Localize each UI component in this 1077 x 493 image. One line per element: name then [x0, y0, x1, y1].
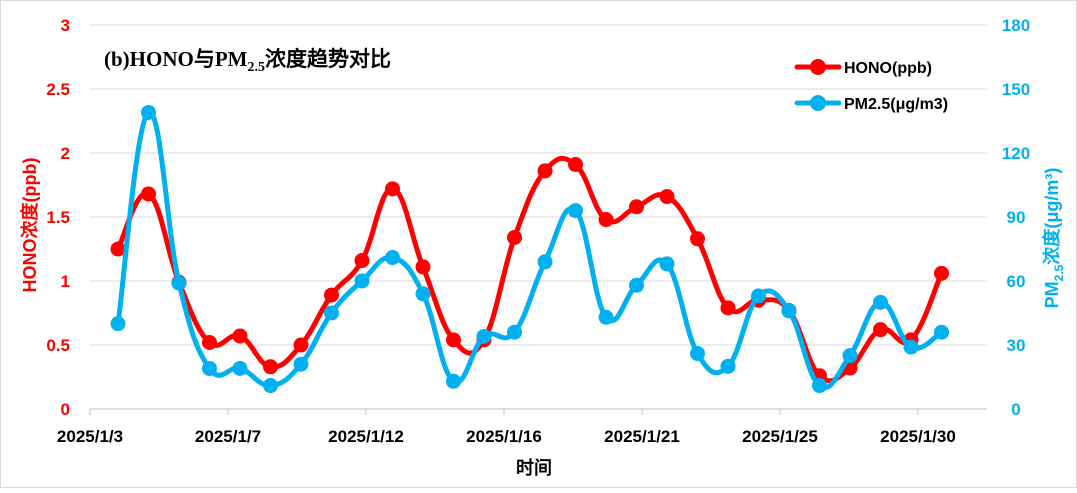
- hono-data-point: [690, 231, 705, 247]
- y-right-tick-label: 90: [1007, 208, 1026, 227]
- pm25-data-point: [507, 324, 522, 340]
- legend-hono-label: HONO(ppb): [844, 60, 932, 77]
- legend-pm25-label: PM2.5(μg/m3): [844, 96, 948, 113]
- hono-data-point: [446, 332, 461, 348]
- y-left-tick-label: 3: [61, 16, 70, 35]
- hono-data-point: [263, 359, 278, 375]
- legend-hono-marker: [810, 59, 826, 75]
- hono-data-point: [629, 199, 644, 215]
- y-left-tick-label: 1: [61, 272, 70, 291]
- legend: HONO(ppb) PM2.5(μg/m3): [794, 59, 948, 113]
- x-tick-label: 2025/1/16: [466, 427, 542, 446]
- chart-title-suffix: 浓度趋势对比: [265, 47, 391, 71]
- y-right-tick-label: 180: [1002, 16, 1030, 35]
- chart-title-subscript: 2.5: [247, 60, 265, 75]
- pm25-data-point: [446, 373, 461, 389]
- y-right-tick-label: 150: [1002, 80, 1030, 99]
- y-left-tick-label: 0: [61, 400, 70, 419]
- pm25-data-point: [171, 275, 187, 291]
- hono-data-point: [110, 241, 126, 257]
- pm25-data-point: [842, 348, 858, 364]
- axes: [89, 408, 987, 415]
- pm25-data-point: [659, 256, 675, 272]
- hono-data-point: [598, 212, 614, 228]
- pm25-data-point: [110, 316, 126, 332]
- x-tick-label: 2025/1/21: [604, 427, 680, 446]
- pm25-data-point: [263, 378, 278, 394]
- hono-data-point: [659, 189, 675, 205]
- pm25-data-point: [202, 360, 217, 376]
- x-axis-label: 时间: [516, 458, 552, 478]
- pm25-series-line: [115, 109, 944, 390]
- pm25-data-point: [751, 288, 766, 304]
- hono-data-point: [568, 157, 583, 173]
- hono-data-point: [537, 163, 553, 179]
- hono-data-point: [415, 259, 431, 275]
- pm25-data-point: [354, 273, 370, 289]
- pm25-data-point: [537, 254, 553, 270]
- y-right-tick-label: 30: [1007, 336, 1026, 355]
- pm25-data-point: [324, 305, 339, 321]
- pm25-data-point: [415, 286, 431, 302]
- y-left-tick-label: 2: [61, 144, 70, 163]
- pm25-data-point: [141, 104, 156, 120]
- y-axis-right-label-suffix: 浓度(μg/m³): [1041, 168, 1062, 265]
- hono-data-point: [202, 334, 217, 350]
- hono-data-point: [873, 322, 888, 338]
- pm25-data-point: [476, 328, 492, 344]
- y-right-tick-label: 0: [1011, 400, 1020, 419]
- x-tick-label: 2025/1/7: [195, 427, 261, 446]
- hono-data-point: [385, 181, 400, 197]
- y-left-tick-label: 0.5: [46, 336, 70, 355]
- pm25-data-point: [232, 360, 248, 376]
- pm25-data-point: [690, 346, 705, 362]
- grid-lines: [90, 24, 987, 346]
- y-axis-right-label-prefix: PM: [1042, 281, 1062, 308]
- pm25-data-point: [781, 303, 797, 319]
- x-tick-label: 2025/1/12: [328, 427, 404, 446]
- pm25-data-point: [385, 250, 400, 266]
- hono-data-point: [293, 337, 309, 353]
- y-right-tick-label: 120: [1002, 144, 1030, 163]
- hono-data-point: [720, 300, 736, 316]
- y-axis-right-label: PM2.5浓度(μg/m³): [1041, 168, 1066, 309]
- y-left-tick-label: 1.5: [46, 208, 70, 227]
- hono-data-point: [354, 253, 370, 269]
- pm25-data-point: [720, 358, 736, 374]
- x-tick-label: 2025/1/30: [880, 427, 956, 446]
- pm25-data-point: [812, 378, 827, 394]
- y-axis-left-label: HONO浓度(ppb): [19, 158, 40, 293]
- pm25-data-point: [903, 339, 919, 355]
- chart-title-main: (b)HONO与PM: [104, 47, 248, 71]
- x-tick-label: 2025/1/25: [742, 427, 818, 446]
- pm25-data-point: [873, 294, 888, 310]
- chart-title: (b)HONO与PM2.5浓度趋势对比: [104, 47, 391, 75]
- x-tick-label: 2025/1/3: [57, 427, 123, 446]
- hono-data-point: [507, 229, 522, 245]
- plot-area: [110, 104, 949, 394]
- y-left-tick-label: 2.5: [46, 80, 70, 99]
- pm25-data-point: [568, 203, 583, 219]
- pm25-data-point: [293, 356, 309, 372]
- legend-pm25-marker: [810, 95, 826, 111]
- pm25-data-point: [598, 309, 614, 325]
- hono-data-point: [232, 328, 248, 344]
- hono-data-point: [141, 186, 156, 202]
- hono-data-point: [324, 287, 339, 303]
- y-axis-right-label-subscript: 2.5: [1052, 264, 1066, 281]
- hono-data-point: [934, 265, 949, 281]
- y-right-tick-label: 60: [1007, 272, 1026, 291]
- pm25-data-point: [934, 324, 949, 340]
- pm25-data-point: [629, 277, 644, 293]
